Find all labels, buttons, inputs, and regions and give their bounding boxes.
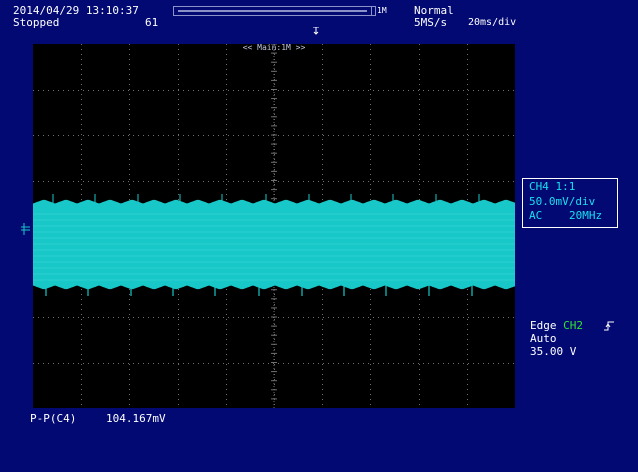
- record-bar-end-cap: [371, 6, 376, 16]
- trigger-type: Edge: [530, 319, 557, 332]
- measurement-label: P-P(C4): [30, 412, 77, 425]
- acquisition-count: 61: [145, 16, 159, 29]
- channel-ground-marker-icon: [21, 223, 30, 235]
- datetime-readout: 2014/04/29 13:10:37: [13, 4, 139, 17]
- channel-name-label: CH4 1:1: [529, 181, 575, 193]
- coupling-bandwidth-row: AC 20MHz: [529, 209, 602, 222]
- trigger-settings-row: Edge CH2: [530, 320, 583, 332]
- channel-settings-box[interactable]: CH4 1:1 50.0mV/div AC 20MHz: [522, 178, 618, 228]
- time-per-division: 20ms/div: [468, 17, 517, 28]
- waveform-display[interactable]: [33, 44, 515, 408]
- trigger-mode: Normal: [414, 4, 454, 17]
- coupling: AC: [529, 209, 543, 222]
- record-position-bar[interactable]: [173, 6, 372, 16]
- trigger-position-icon: [313, 27, 319, 35]
- trigger-source: CH2: [563, 319, 583, 332]
- rising-edge-icon: [604, 321, 614, 331]
- acquisition-status: Stopped: [13, 16, 60, 29]
- bandwidth-limit: 20MHz: [569, 209, 603, 222]
- volts-per-division: 50.0mV/div: [529, 195, 596, 208]
- measurement-value: 104.167mV: [106, 412, 166, 425]
- sample-rate: 5MS/s: [414, 16, 448, 29]
- probe-ratio: 1:1: [555, 180, 576, 193]
- channel-name: CH4: [529, 180, 549, 193]
- waveform-trace-band: [33, 199, 515, 290]
- trigger-mode-auto: Auto: [530, 332, 557, 345]
- waveform-graticule: [33, 44, 515, 408]
- record-length-label: 1M: [377, 6, 387, 15]
- trigger-level: 35.00 V: [530, 345, 577, 358]
- zoom-window-label: << Main:1M >>: [242, 43, 306, 52]
